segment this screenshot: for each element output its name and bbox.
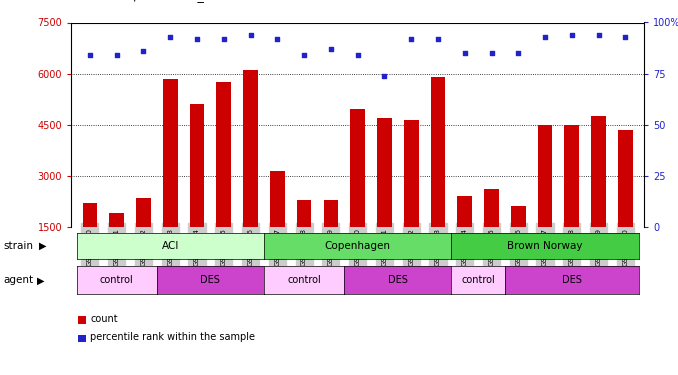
Bar [484,189,499,278]
Point [566,32,577,38]
Point [353,52,363,58]
Bar [458,196,472,278]
Bar [83,203,97,278]
Point [513,50,523,56]
Bar [136,198,151,278]
Text: ACI: ACI [161,241,179,251]
Text: ▶: ▶ [37,275,45,285]
Bar [591,116,606,278]
Point [111,52,122,58]
Point [433,36,443,42]
Text: Copenhagen: Copenhagen [325,241,391,251]
Text: control: control [287,275,321,285]
Point [192,36,203,42]
Text: strain: strain [3,241,33,251]
Bar [216,82,231,278]
Point [620,34,631,40]
Bar [297,200,311,278]
Point [325,46,336,52]
Point [218,36,229,42]
Point [85,52,96,58]
Point [593,32,604,38]
Text: DES: DES [201,275,220,285]
Bar [190,104,204,278]
Bar [377,118,392,278]
Bar [404,120,418,278]
Bar [270,171,285,278]
Point [405,36,416,42]
Point [165,34,176,40]
Text: agent: agent [3,275,33,285]
Bar [323,200,338,278]
Bar [351,110,365,278]
Bar [431,77,445,278]
Text: DES: DES [388,275,407,285]
Text: Brown Norway: Brown Norway [507,241,583,251]
Point [486,50,497,56]
Bar [618,130,633,278]
Text: percentile rank within the sample: percentile rank within the sample [90,333,255,342]
Bar [511,206,525,278]
Point [459,50,470,56]
Text: count: count [90,314,118,324]
Point [540,34,551,40]
Point [138,48,149,54]
Text: GDS2913 / 1377691_at: GDS2913 / 1377691_at [71,0,216,2]
Point [379,73,390,79]
Text: ▶: ▶ [39,241,47,251]
Point [272,36,283,42]
Point [245,32,256,38]
Bar [565,125,579,278]
Text: control: control [461,275,495,285]
Bar [538,125,553,278]
Bar [243,70,258,278]
Text: DES: DES [562,275,582,285]
Bar [163,79,178,278]
Point [299,52,310,58]
Bar [109,213,124,278]
Text: control: control [100,275,134,285]
